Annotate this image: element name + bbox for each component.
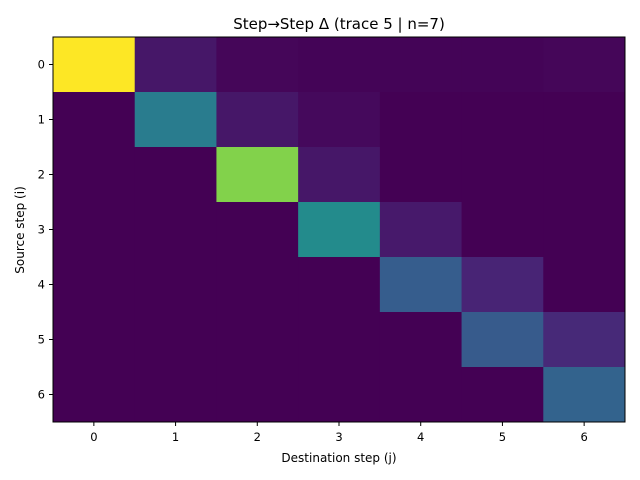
heatmap-cell-2-2 bbox=[216, 147, 299, 203]
heatmap-cell-3-4 bbox=[379, 202, 463, 258]
heatmap-cell-3-3 bbox=[298, 202, 381, 258]
heatmap-cells bbox=[53, 37, 626, 423]
heatmap-cell-4-4 bbox=[379, 257, 463, 313]
heatmap-cell-3-2 bbox=[216, 202, 299, 258]
y-axis-label: Source step (i) bbox=[13, 186, 27, 274]
heatmap-cell-3-6 bbox=[543, 202, 626, 258]
y-tick-label-6: 6 bbox=[38, 388, 45, 402]
heatmap-cell-1-5 bbox=[461, 92, 544, 148]
heatmap-cell-2-3 bbox=[298, 147, 381, 203]
heatmap-cell-2-0 bbox=[53, 147, 136, 203]
y-tick-label-1: 1 bbox=[38, 113, 45, 127]
heatmap-cell-2-6 bbox=[543, 147, 626, 203]
heatmap-cell-1-4 bbox=[379, 92, 463, 148]
y-tick-label-3: 3 bbox=[38, 223, 45, 237]
heatmap-cell-6-0 bbox=[53, 367, 136, 423]
x-tick-label-5: 5 bbox=[499, 430, 506, 444]
y-tick-label-2: 2 bbox=[38, 168, 45, 182]
heatmap-cell-4-6 bbox=[543, 257, 626, 313]
heatmap-cell-0-4 bbox=[379, 37, 463, 93]
y-axis-ticks: 0 1 2 3 4 5 6 bbox=[38, 58, 53, 402]
chart-title: Step→Step Δ (trace 5 | n=7) bbox=[233, 15, 445, 33]
y-tick-label-4: 4 bbox=[38, 278, 45, 292]
heatmap-cell-5-3 bbox=[298, 312, 381, 368]
y-tick-label-5: 5 bbox=[38, 333, 45, 347]
heatmap-cell-1-3 bbox=[298, 92, 381, 148]
heatmap-cell-1-6 bbox=[543, 92, 626, 148]
heatmap-cell-4-3 bbox=[298, 257, 381, 313]
heatmap-cell-5-0 bbox=[53, 312, 136, 368]
x-axis-ticks: 0 1 2 3 4 5 6 bbox=[90, 422, 588, 444]
heatmap-cell-3-0 bbox=[53, 202, 136, 258]
x-axis-label: Destination step (j) bbox=[281, 451, 396, 465]
heatmap-cell-5-5 bbox=[461, 312, 544, 368]
x-tick-label-6: 6 bbox=[580, 430, 587, 444]
heatmap-cell-5-4 bbox=[379, 312, 463, 368]
heatmap-cell-2-1 bbox=[134, 147, 217, 203]
y-tick-label-0: 0 bbox=[38, 58, 45, 72]
heatmap-cell-5-1 bbox=[134, 312, 217, 368]
heatmap-cell-6-5 bbox=[461, 367, 544, 423]
heatmap-cell-4-2 bbox=[216, 257, 299, 313]
heatmap-cell-6-1 bbox=[134, 367, 217, 423]
heatmap-cell-6-4 bbox=[379, 367, 463, 423]
heatmap-cell-0-2 bbox=[216, 37, 299, 93]
heatmap-cell-1-0 bbox=[53, 92, 136, 148]
heatmap-cell-3-5 bbox=[461, 202, 544, 258]
x-tick-label-2: 2 bbox=[254, 430, 261, 444]
heatmap-cell-0-0 bbox=[53, 37, 136, 93]
heatmap-cell-4-1 bbox=[134, 257, 217, 313]
heatmap-cell-0-1 bbox=[134, 37, 217, 93]
x-tick-label-4: 4 bbox=[417, 430, 424, 444]
x-tick-label-0: 0 bbox=[90, 430, 97, 444]
heatmap-cell-5-6 bbox=[543, 312, 626, 368]
heatmap-cell-0-3 bbox=[298, 37, 381, 93]
heatmap-cell-0-6 bbox=[543, 37, 626, 93]
heatmap-cell-1-1 bbox=[134, 92, 217, 148]
heatmap-cell-1-2 bbox=[216, 92, 299, 148]
heatmap-cell-6-3 bbox=[298, 367, 381, 423]
heatmap-cell-4-5 bbox=[461, 257, 544, 313]
x-tick-label-3: 3 bbox=[335, 430, 342, 444]
heatmap-cell-4-0 bbox=[53, 257, 136, 313]
heatmap-cell-6-6 bbox=[543, 367, 626, 423]
x-tick-label-1: 1 bbox=[172, 430, 179, 444]
heatmap-cell-0-5 bbox=[461, 37, 544, 93]
heatmap-cell-2-4 bbox=[379, 147, 463, 203]
heatmap-cell-2-5 bbox=[461, 147, 544, 203]
heatmap-cell-3-1 bbox=[134, 202, 217, 258]
heatmap-cell-6-2 bbox=[216, 367, 299, 423]
heatmap-cell-5-2 bbox=[216, 312, 299, 368]
